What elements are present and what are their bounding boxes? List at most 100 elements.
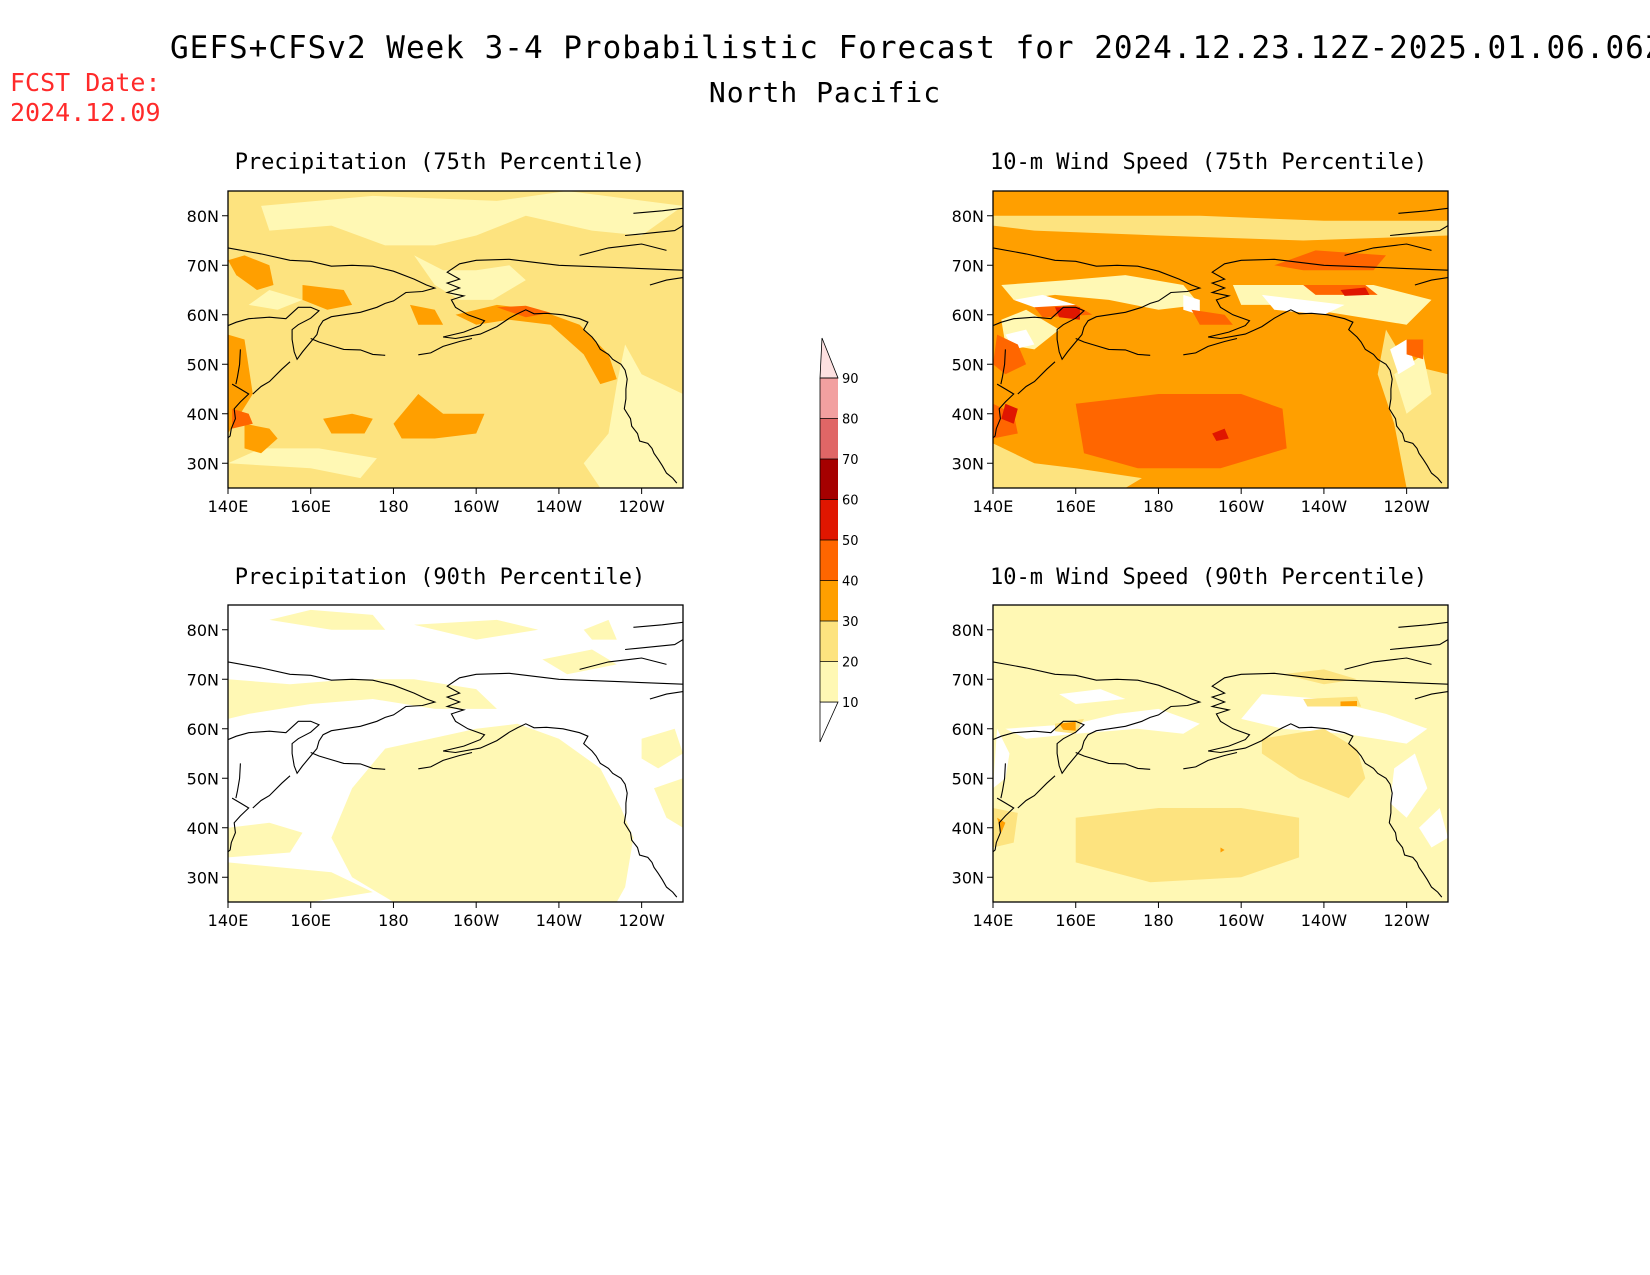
coastline-segment bbox=[1398, 207, 1448, 214]
coastline-segment bbox=[1183, 337, 1238, 356]
lon-tick-label: 140E bbox=[208, 497, 249, 516]
coastline-segment bbox=[228, 661, 437, 775]
coastline-segment bbox=[228, 383, 250, 439]
coastline-segment bbox=[633, 207, 683, 214]
contour-region bbox=[393, 394, 485, 439]
lon-tick-label: 160E bbox=[290, 911, 331, 930]
lat-tick-label: 40N bbox=[187, 819, 219, 838]
colorbar-box bbox=[820, 580, 838, 621]
contour-region bbox=[641, 728, 683, 769]
colorbar: 10 20 30 40 50 60 70 80 90 bbox=[819, 337, 859, 743]
contour-region bbox=[496, 305, 551, 318]
colorbar-label: 30 bbox=[842, 615, 859, 630]
lat-tick-label: 50N bbox=[952, 769, 984, 788]
coastline bbox=[993, 621, 1448, 898]
colorbar-box bbox=[820, 540, 838, 581]
lon-tick-label: 160E bbox=[1055, 497, 1096, 516]
coastline-segment bbox=[625, 225, 683, 237]
contour-region bbox=[1001, 275, 1200, 310]
contour-fill-group bbox=[228, 191, 683, 488]
coastline-segment bbox=[1414, 691, 1448, 700]
coastline-segment bbox=[442, 672, 683, 898]
lat-tick-label: 70N bbox=[187, 670, 219, 689]
contour-region bbox=[414, 619, 539, 640]
contour-region bbox=[583, 619, 617, 640]
coastline-segment bbox=[649, 691, 683, 700]
contour-region bbox=[1075, 394, 1287, 469]
contour-region bbox=[1274, 250, 1386, 271]
lon-tick-label: 140E bbox=[973, 497, 1014, 516]
colorbar-label: 90 bbox=[842, 372, 859, 387]
colorbar-label: 70 bbox=[842, 453, 859, 468]
lat-tick-label: 80N bbox=[952, 621, 984, 640]
colorbar-label: 10 bbox=[842, 696, 859, 711]
coastline-segment bbox=[579, 657, 667, 670]
contour-region bbox=[248, 290, 303, 310]
contour-region bbox=[1059, 721, 1076, 731]
coastline-segment bbox=[235, 349, 241, 385]
coastline-segment bbox=[1000, 349, 1006, 385]
lat-tick-label: 70N bbox=[187, 256, 219, 275]
lon-tick-label: 120W bbox=[1383, 911, 1430, 930]
map-panel-precip90: 80N 70N 60N 50N 40N 30N 140E 160E 180 160W 140W 120… bbox=[187, 604, 684, 930]
coastline-segment bbox=[228, 247, 437, 361]
lon-tick-label: 120W bbox=[1383, 497, 1430, 516]
coastline-segment bbox=[1344, 657, 1432, 670]
contour-region bbox=[542, 649, 617, 675]
coastline-segment bbox=[310, 337, 386, 356]
coastline-segment bbox=[993, 383, 1015, 439]
coastline-segment bbox=[579, 243, 667, 256]
coastline-segment bbox=[1414, 277, 1448, 286]
panel-title-precip75: Precipitation (75th Percentile) bbox=[234, 150, 646, 175]
lat-tick-label: 40N bbox=[187, 405, 219, 424]
panel-title-wind90: 10-m Wind Speed (90th Percentile) bbox=[990, 565, 1428, 590]
panel-title-precip90: Precipitation (90th Percentile) bbox=[234, 565, 646, 590]
lon-tick-label: 140W bbox=[1301, 497, 1348, 516]
colorbar-label: 50 bbox=[842, 534, 859, 549]
contour-region bbox=[997, 817, 1006, 833]
colorbar-box bbox=[820, 459, 838, 500]
colorbar-label: 60 bbox=[842, 494, 859, 509]
map-panel-wind90: 80N 70N 60N 50N 40N 30N 140E 160E 180 160W 140W 120… bbox=[952, 604, 1449, 930]
contour-region bbox=[993, 443, 1142, 488]
contour-region bbox=[244, 423, 278, 454]
lon-tick-label: 120W bbox=[618, 497, 665, 516]
coastline-segment bbox=[1390, 639, 1448, 651]
lat-tick-label: 30N bbox=[187, 868, 219, 887]
lon-tick-label: 160W bbox=[453, 911, 500, 930]
contour-region bbox=[228, 822, 303, 858]
contour-region bbox=[228, 679, 497, 719]
coastline-segment bbox=[625, 639, 683, 651]
coastline-segment bbox=[442, 258, 683, 484]
lat-tick-label: 80N bbox=[187, 207, 219, 226]
coastline-segment bbox=[633, 621, 683, 628]
forecast-date-label: FCST Date: bbox=[10, 68, 161, 97]
coastline-segment bbox=[1017, 775, 1056, 809]
coastline-segment bbox=[1000, 763, 1006, 799]
lat-tick-label: 30N bbox=[952, 868, 984, 887]
contour-region bbox=[1059, 689, 1126, 704]
coastline-segment bbox=[993, 797, 1015, 853]
lat-tick-label: 30N bbox=[187, 454, 219, 473]
lon-tick-label: 140E bbox=[208, 911, 249, 930]
contour-region bbox=[1183, 294, 1200, 315]
contour-region bbox=[302, 285, 353, 310]
contour-region bbox=[455, 304, 617, 385]
colorbar-box bbox=[820, 661, 838, 702]
contour-region bbox=[228, 448, 377, 479]
map-frame bbox=[992, 604, 1449, 903]
coastline-segment bbox=[252, 775, 291, 809]
coastline bbox=[993, 207, 1448, 484]
lon-tick-label: 120W bbox=[618, 911, 665, 930]
map-frame bbox=[227, 604, 684, 903]
coastline-segment bbox=[993, 247, 1202, 361]
region-subtitle: North Pacific bbox=[708, 76, 942, 109]
colorbar-label: 20 bbox=[842, 656, 859, 671]
contour-fill-group bbox=[993, 605, 1448, 902]
contour-region bbox=[414, 255, 526, 300]
contour-region bbox=[261, 191, 683, 246]
lat-tick-label: 50N bbox=[187, 769, 219, 788]
forecast-date-block: FCST Date: 2024.12.09 bbox=[10, 68, 161, 128]
map-frame bbox=[227, 190, 684, 489]
lat-tick-label: 80N bbox=[952, 207, 984, 226]
